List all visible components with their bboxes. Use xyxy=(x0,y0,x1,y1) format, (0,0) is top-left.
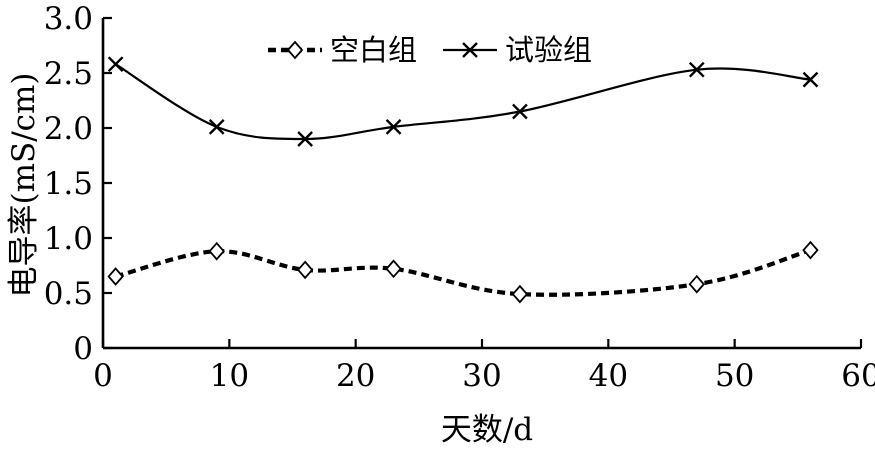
diamond-marker-icon xyxy=(511,284,529,304)
series-test-group xyxy=(107,56,819,147)
y-tick-label: 3.0 xyxy=(44,1,93,37)
x-marker-stroke xyxy=(688,61,705,78)
y-tick-label: 0.5 xyxy=(44,276,93,312)
x-tick-label: 40 xyxy=(589,358,628,394)
x-marker-icon xyxy=(512,103,528,120)
legend: 空白组 试验组 xyxy=(268,33,592,67)
x-marker-icon xyxy=(688,61,705,78)
x-marker-icon xyxy=(107,56,124,73)
x-tick-label: 60 xyxy=(841,358,875,394)
legend-label-blank-group: 空白组 xyxy=(330,33,417,67)
y-tick-label: 0 xyxy=(73,331,93,367)
y-tick-label: 1.5 xyxy=(44,166,93,202)
x-axis-title: 天数/d xyxy=(441,412,533,448)
diamond-marker-icon xyxy=(802,240,819,260)
x-marker-stroke xyxy=(385,119,402,135)
legend-diamond-marker-icon xyxy=(286,40,304,60)
x-marker-stroke xyxy=(107,56,124,73)
diamond-marker-icon xyxy=(296,260,314,280)
diamond-marker-icon xyxy=(107,267,124,286)
series-line-solid xyxy=(115,63,811,141)
legend-item-test-group: 试验组 xyxy=(443,33,592,67)
x-marker-icon xyxy=(297,131,313,147)
legend-label-test-group: 试验组 xyxy=(505,33,592,67)
x-marker-stroke xyxy=(802,71,819,88)
diamond-marker-icon xyxy=(688,274,705,294)
x-marker-icon xyxy=(802,71,819,88)
x-marker-stroke xyxy=(297,131,313,147)
series-blank-group xyxy=(107,240,819,304)
diamond-marker-icon xyxy=(208,241,225,261)
x-tick-label: 50 xyxy=(715,358,754,394)
x-marker-icon xyxy=(208,119,225,135)
y-axis-title: 电导率(mS/cm) xyxy=(6,72,42,297)
plot-series xyxy=(107,56,819,304)
x-tick-label: 20 xyxy=(336,358,375,394)
x-marker-stroke xyxy=(208,119,225,135)
y-tick-label: 1.0 xyxy=(44,221,93,257)
x-tick-label: 10 xyxy=(210,358,249,394)
x-tick-label: 0 xyxy=(93,358,113,394)
diamond-marker-icon xyxy=(385,259,402,279)
legend-item-blank-group: 空白组 xyxy=(268,33,417,67)
legend-x-marker-icon xyxy=(462,42,478,58)
axes: 0 0.5 1.0 1.5 2.0 2.5 3.0 0 10 20 30 40 50 60 xyxy=(44,1,875,394)
x-marker-stroke xyxy=(512,103,528,120)
y-tick-label: 2.5 xyxy=(44,56,93,92)
y-tick-label: 2.0 xyxy=(44,111,93,147)
x-tick-label: 30 xyxy=(462,358,501,394)
x-marker-icon xyxy=(385,119,402,135)
